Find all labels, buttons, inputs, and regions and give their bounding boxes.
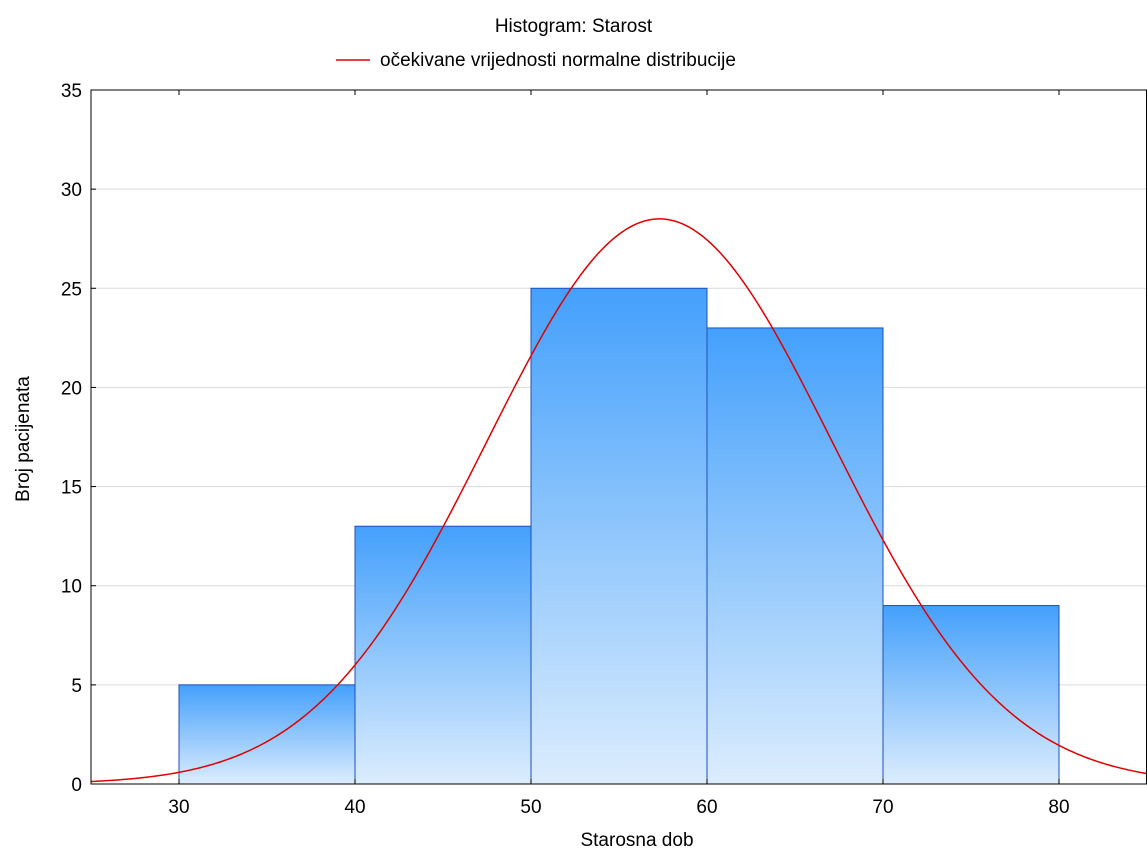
y-axis-label: Broj pacijenata <box>13 376 34 502</box>
normal-curve-layer <box>91 218 1147 783</box>
y-tick-label-20: 20 <box>61 378 82 399</box>
chart-title: Histogram: Starost <box>495 16 653 37</box>
histogram-bars <box>178 287 1060 785</box>
histogram-bar-70-80 <box>882 605 1060 785</box>
x-tick-label-50: 50 <box>520 797 541 818</box>
histogram-bar-50-60 <box>530 287 708 785</box>
y-tick-label-25: 25 <box>61 279 82 300</box>
y-tick-label-10: 10 <box>61 577 82 598</box>
x-tick-label-60: 60 <box>696 797 717 818</box>
legend: očekivane vrijednosti normalne distribuc… <box>336 50 736 71</box>
normal-distribution-curve <box>91 218 1147 783</box>
legend-label-normal-curve: očekivane vrijednosti normalne distribuc… <box>380 50 736 71</box>
x-tick-label-70: 70 <box>872 797 893 818</box>
histogram-bar-60-70 <box>706 327 884 785</box>
histogram-bar-40-50 <box>354 525 532 785</box>
y-axis-ticks: 0 5 10 15 20 25 30 35 <box>61 81 96 796</box>
x-tick-label-30: 30 <box>168 797 189 818</box>
y-tick-label-0: 0 <box>71 775 82 796</box>
y-tick-label-35: 35 <box>61 81 82 102</box>
y-tick-label-15: 15 <box>61 478 82 499</box>
y-tick-label-30: 30 <box>61 180 82 201</box>
y-tick-label-5: 5 <box>71 676 82 697</box>
x-tick-label-40: 40 <box>344 797 365 818</box>
histogram-bar-30-40 <box>178 684 356 785</box>
x-axis-ticks: 30 40 50 60 70 80 <box>168 90 1070 818</box>
x-axis-label: Starosna dob <box>580 830 693 851</box>
x-tick-label-80: 80 <box>1048 797 1069 818</box>
